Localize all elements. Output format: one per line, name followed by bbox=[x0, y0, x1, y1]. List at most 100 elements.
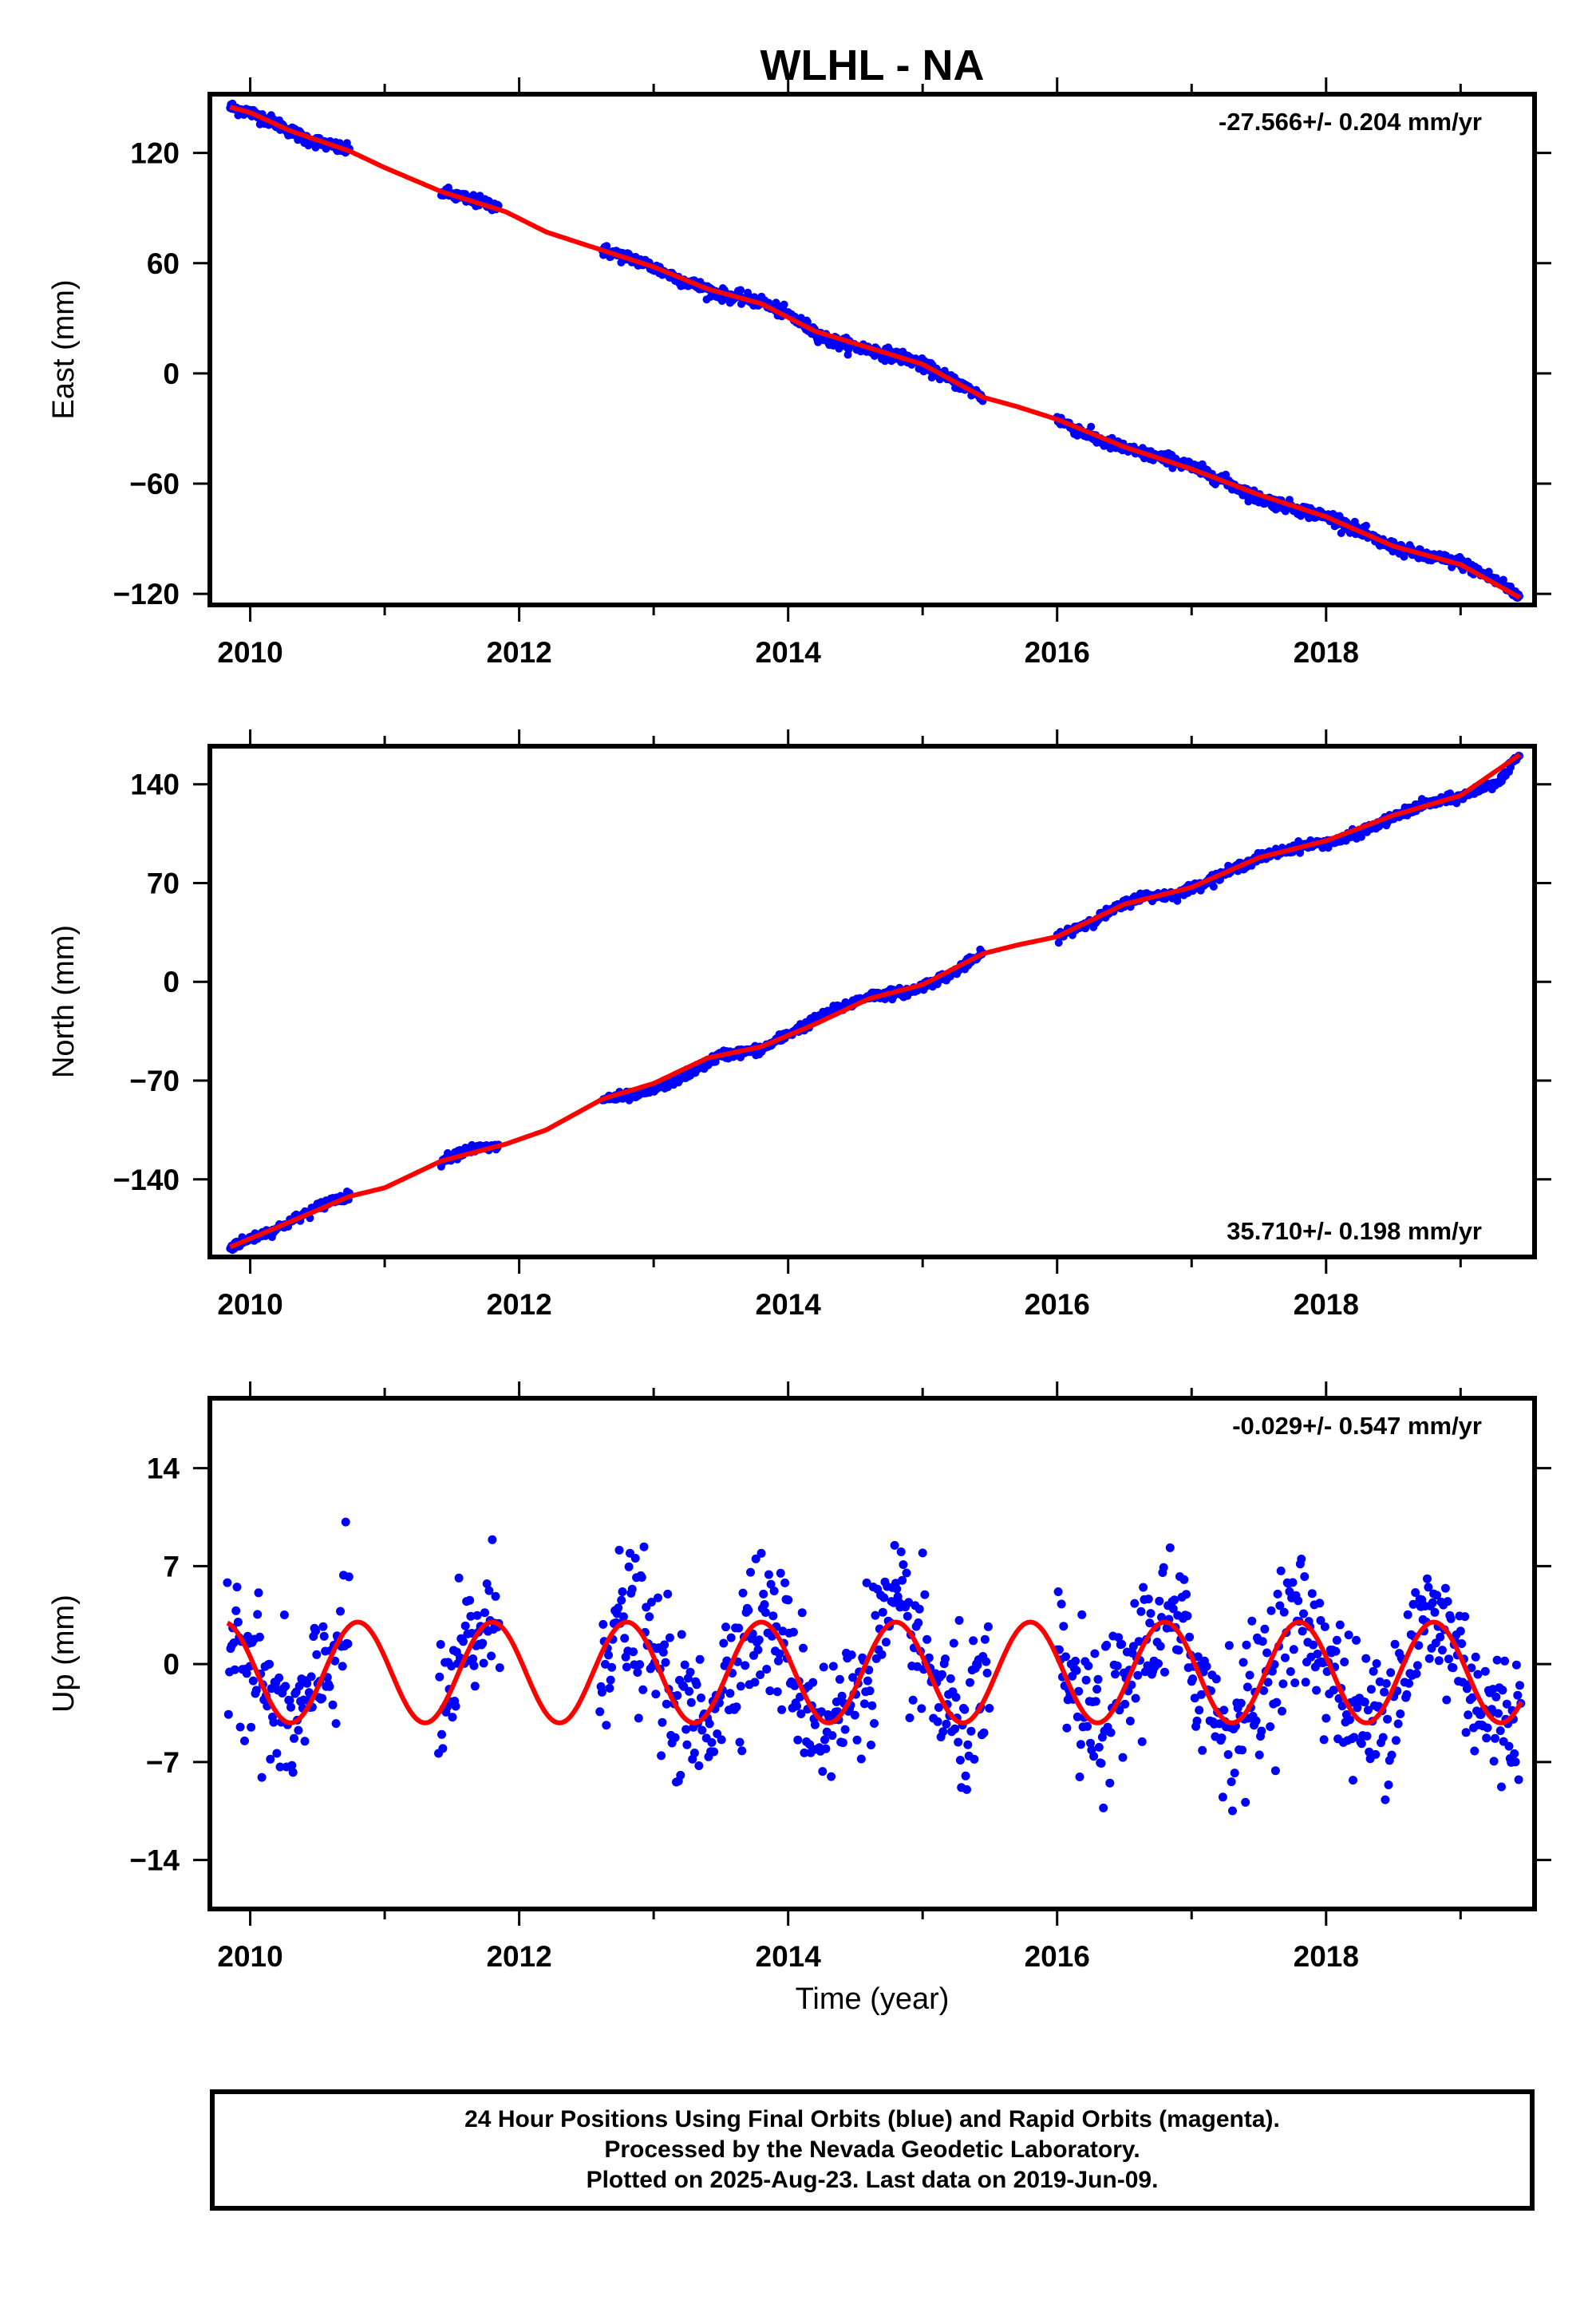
observation-point bbox=[343, 1639, 353, 1649]
footer-line-3: Plotted on 2025-Aug-23. Last data on 201… bbox=[586, 2167, 1159, 2193]
observation-point bbox=[685, 1667, 695, 1677]
observation-point bbox=[903, 1611, 912, 1621]
observation-point bbox=[862, 1578, 871, 1587]
observation-point bbox=[470, 1682, 480, 1691]
y-axis-label: North (mm) bbox=[47, 925, 81, 1078]
observation-point bbox=[1111, 1670, 1120, 1679]
observation-point bbox=[232, 1583, 242, 1592]
observation-point bbox=[775, 1649, 784, 1658]
observation-point bbox=[1332, 1635, 1341, 1645]
y-tick-label: 0 bbox=[163, 1648, 180, 1681]
observation-point bbox=[1133, 1670, 1143, 1680]
plot-frame bbox=[207, 92, 1537, 607]
observation-point bbox=[1275, 1601, 1285, 1611]
observation-point bbox=[960, 1705, 970, 1714]
observation-point bbox=[598, 1619, 608, 1629]
observation-point bbox=[325, 1682, 334, 1691]
observation-point bbox=[837, 1691, 847, 1701]
observation-point bbox=[1281, 1653, 1290, 1662]
observation-point bbox=[1130, 1599, 1140, 1608]
observation-point bbox=[1434, 1656, 1444, 1666]
observation-point bbox=[300, 1737, 310, 1746]
observation-point bbox=[328, 1700, 338, 1709]
observation-point bbox=[760, 1608, 770, 1617]
observation-point bbox=[751, 1554, 760, 1563]
observation-point bbox=[759, 1589, 768, 1599]
x-tick-label: 2016 bbox=[1025, 1288, 1090, 1321]
observation-point bbox=[1266, 1606, 1276, 1615]
observation-point bbox=[660, 1640, 670, 1650]
observation-point bbox=[970, 1754, 979, 1764]
observation-point bbox=[760, 1600, 769, 1609]
observation-point bbox=[670, 1733, 680, 1742]
observation-point bbox=[251, 1686, 261, 1695]
observation-point bbox=[1134, 1637, 1144, 1646]
observation-point bbox=[832, 1697, 841, 1706]
observation-point bbox=[744, 1606, 753, 1615]
observation-point bbox=[985, 1704, 994, 1713]
observation-point bbox=[828, 1662, 838, 1671]
observation-point bbox=[344, 1572, 354, 1582]
observation-point bbox=[1362, 1731, 1372, 1741]
observation-point bbox=[1094, 1742, 1104, 1752]
x-tick-label: 2010 bbox=[217, 636, 282, 669]
observation-point bbox=[607, 1662, 617, 1672]
observation-point bbox=[275, 1673, 284, 1682]
observation-point bbox=[482, 1579, 492, 1588]
observation-point bbox=[1312, 1686, 1321, 1695]
observation-point bbox=[1251, 1716, 1261, 1725]
observation-point bbox=[1371, 1749, 1381, 1759]
observation-point bbox=[1448, 1663, 1458, 1673]
observation-point bbox=[1259, 1686, 1269, 1695]
observation-point bbox=[1391, 1736, 1400, 1745]
observation-point bbox=[1384, 1780, 1393, 1789]
observation-point bbox=[605, 1683, 614, 1693]
observation-point bbox=[597, 1687, 606, 1697]
observation-point bbox=[950, 1724, 960, 1733]
observation-point bbox=[1083, 1721, 1092, 1731]
observation-point bbox=[1057, 1599, 1066, 1609]
observation-point bbox=[448, 1713, 457, 1722]
observation-point bbox=[1428, 1598, 1437, 1607]
observation-point bbox=[1270, 1766, 1280, 1776]
observation-point bbox=[285, 1696, 294, 1705]
observation-point bbox=[1313, 1650, 1322, 1658]
y-axis-label: East (mm) bbox=[47, 279, 81, 419]
observation-point bbox=[1193, 1652, 1203, 1662]
observation-point bbox=[1061, 1652, 1070, 1662]
observation-point bbox=[1196, 1690, 1206, 1699]
observation-point bbox=[645, 1612, 654, 1622]
observation-point bbox=[1494, 1709, 1503, 1718]
observation-point bbox=[1444, 1654, 1453, 1664]
observation-point bbox=[1071, 1656, 1080, 1666]
observation-point bbox=[1500, 1656, 1510, 1666]
observation-point bbox=[1245, 1670, 1254, 1680]
observation-point bbox=[1316, 1616, 1325, 1625]
observation-point bbox=[1307, 1589, 1317, 1599]
observation-point bbox=[1198, 1745, 1207, 1755]
observation-point bbox=[966, 1678, 974, 1687]
y-tick-label: −7 bbox=[146, 1746, 180, 1779]
observation-point bbox=[1159, 1563, 1168, 1572]
observation-point bbox=[1487, 1705, 1496, 1714]
observation-point bbox=[1114, 1633, 1124, 1642]
observation-point bbox=[772, 1687, 782, 1697]
observation-point bbox=[905, 1713, 915, 1722]
observation-point bbox=[1117, 1639, 1127, 1649]
observation-point bbox=[223, 1578, 232, 1587]
observation-point bbox=[918, 1548, 927, 1558]
observation-point bbox=[1168, 1604, 1178, 1614]
observation-point bbox=[436, 1640, 445, 1649]
observation-point bbox=[1059, 1622, 1069, 1631]
observation-point bbox=[1185, 1632, 1195, 1642]
observation-point bbox=[438, 1744, 448, 1753]
observation-point bbox=[1156, 1642, 1165, 1651]
x-tick-label: 2018 bbox=[1294, 1940, 1359, 1973]
observation-point bbox=[1136, 1607, 1146, 1616]
observation-point bbox=[338, 1662, 347, 1671]
observation-point bbox=[1290, 1678, 1300, 1688]
observation-point bbox=[757, 1548, 766, 1558]
observation-point bbox=[780, 1578, 790, 1587]
observation-point bbox=[1218, 1792, 1227, 1802]
